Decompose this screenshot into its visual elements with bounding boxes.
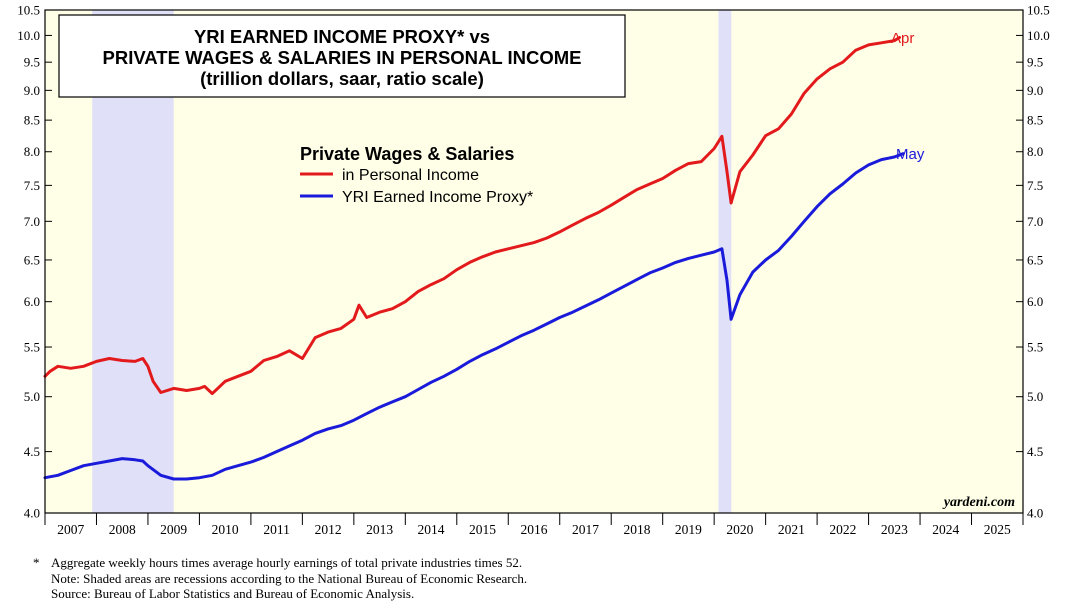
y-tick-label: 6.0 xyxy=(24,294,40,309)
y-tick-label: 10.0 xyxy=(17,28,40,43)
y-tick-marks xyxy=(45,9,1023,514)
x-tick-labels: 2007 2008 2009 2010 2011 2012 2013 2014 2015 2016… xyxy=(57,522,1011,537)
legend: Private Wages & Salaries in Personal Inc… xyxy=(300,144,533,206)
title-line-1: YRI EARNED INCOME PROXY* vs xyxy=(194,26,490,47)
x-tick-label: 2019 xyxy=(675,522,702,537)
y-tick-label: 10.5 xyxy=(1027,3,1050,18)
footnote-source: Source: Bureau of Labor Statistics and B… xyxy=(51,586,415,601)
y-tick-label: 10.0 xyxy=(1027,28,1050,43)
y-tick-label: 9.5 xyxy=(1027,55,1043,70)
x-tick-label: 2013 xyxy=(366,522,393,537)
end-label-may: May xyxy=(896,146,925,163)
y-tick-label: 6.5 xyxy=(24,252,40,267)
title-line-3: (trillion dollars, saar, ratio scale) xyxy=(200,68,484,89)
series-line-wages-salaries xyxy=(43,36,901,396)
x-tick-label: 2020 xyxy=(726,522,753,537)
y-tick-label: 4.5 xyxy=(24,444,40,459)
y-tick-labels-left: 4.0 4.5 5.0 5.5 6.0 6.5 7.0 7.5 8.0 8.5 9.0 9.5 10.0… xyxy=(17,3,40,521)
y-tick-label: 4.0 xyxy=(1027,506,1043,521)
legend-title: Private Wages & Salaries xyxy=(300,144,514,164)
y-tick-label: 5.0 xyxy=(24,389,40,404)
footnote-text: Aggregate weekly hours times average hou… xyxy=(51,555,523,570)
y-tick-label: 8.5 xyxy=(1027,113,1043,128)
y-tick-label: 6.0 xyxy=(1027,294,1043,309)
y-tick-label: 8.5 xyxy=(24,113,40,128)
x-tick-label: 2012 xyxy=(315,522,342,537)
y-tick-labels-right: 4.0 4.5 5.0 5.5 6.0 6.5 7.0 7.5 8.0 8.5 9.0 9.5 10.0… xyxy=(1027,3,1050,521)
x-tick-label: 2016 xyxy=(521,522,548,537)
footnote-star: * xyxy=(33,555,40,570)
y-tick-label: 10.5 xyxy=(17,3,40,18)
x-tick-label: 2022 xyxy=(829,522,856,537)
y-tick-label: 9.0 xyxy=(1027,83,1043,98)
x-tick-label: 2007 xyxy=(57,522,84,537)
y-tick-label: 5.5 xyxy=(24,340,40,355)
x-tick-label: 2014 xyxy=(418,522,445,537)
x-tick-label: 2021 xyxy=(778,522,805,537)
x-tick-label: 2011 xyxy=(263,522,290,537)
x-tick-label: 2025 xyxy=(984,522,1011,537)
y-tick-label: 8.0 xyxy=(1027,144,1043,159)
x-tick-label: 2015 xyxy=(469,522,496,537)
footnotes: * Aggregate weekly hours times average ho… xyxy=(33,555,527,602)
y-tick-label: 4.0 xyxy=(24,506,40,521)
title-line-2: PRIVATE WAGES & SALARIES IN PERSONAL INC… xyxy=(103,47,582,68)
y-tick-label: 6.5 xyxy=(1027,252,1043,267)
y-tick-label: 5.5 xyxy=(1027,340,1043,355)
y-tick-label: 7.5 xyxy=(24,178,40,193)
y-tick-label: 4.5 xyxy=(1027,444,1043,459)
x-tick-label: 2010 xyxy=(212,522,239,537)
x-tick-label: 2018 xyxy=(623,522,650,537)
x-tick-marks xyxy=(44,513,1024,525)
x-tick-label: 2024 xyxy=(932,522,959,537)
y-tick-label: 7.0 xyxy=(24,214,40,229)
chart: 4.0 4.5 5.0 5.5 6.0 6.5 7.0 7.5 8.0 8.5 9.0 9.5 10.0… xyxy=(17,3,1050,538)
end-label-apr: Apr xyxy=(891,30,914,47)
x-tick-label: 2017 xyxy=(572,522,599,537)
source-watermark: yardeni.com xyxy=(942,495,1015,510)
legend-label-wages: in Personal Income xyxy=(342,167,479,184)
x-tick-label: 2009 xyxy=(160,522,187,537)
title-box: YRI EARNED INCOME PROXY* vs PRIVATE WAGE… xyxy=(58,14,626,98)
footnote-note: Note: Shaded areas are recessions accord… xyxy=(51,570,528,586)
x-tick-label: 2008 xyxy=(109,522,136,537)
footnote-line: Source: Bureau of Labor Statistics and B… xyxy=(33,586,527,602)
footnote-line: * Aggregate weekly hours times average ho… xyxy=(33,555,527,571)
legend-label-proxy: YRI Earned Income Proxy* xyxy=(342,189,533,206)
footnote-line: Note: Shaded areas are recessions accord… xyxy=(33,571,527,587)
y-tick-label: 9.0 xyxy=(24,83,40,98)
y-tick-label: 7.5 xyxy=(1027,178,1043,193)
y-tick-label: 5.0 xyxy=(1027,389,1043,404)
x-tick-label: 2023 xyxy=(881,522,908,537)
y-tick-label: 9.5 xyxy=(24,55,40,70)
plot-frame xyxy=(44,9,1024,514)
series-lines xyxy=(43,36,905,481)
y-tick-label: 8.0 xyxy=(24,144,40,159)
series-line-earned-income-proxy xyxy=(43,152,905,481)
y-tick-label: 7.0 xyxy=(1027,214,1043,229)
